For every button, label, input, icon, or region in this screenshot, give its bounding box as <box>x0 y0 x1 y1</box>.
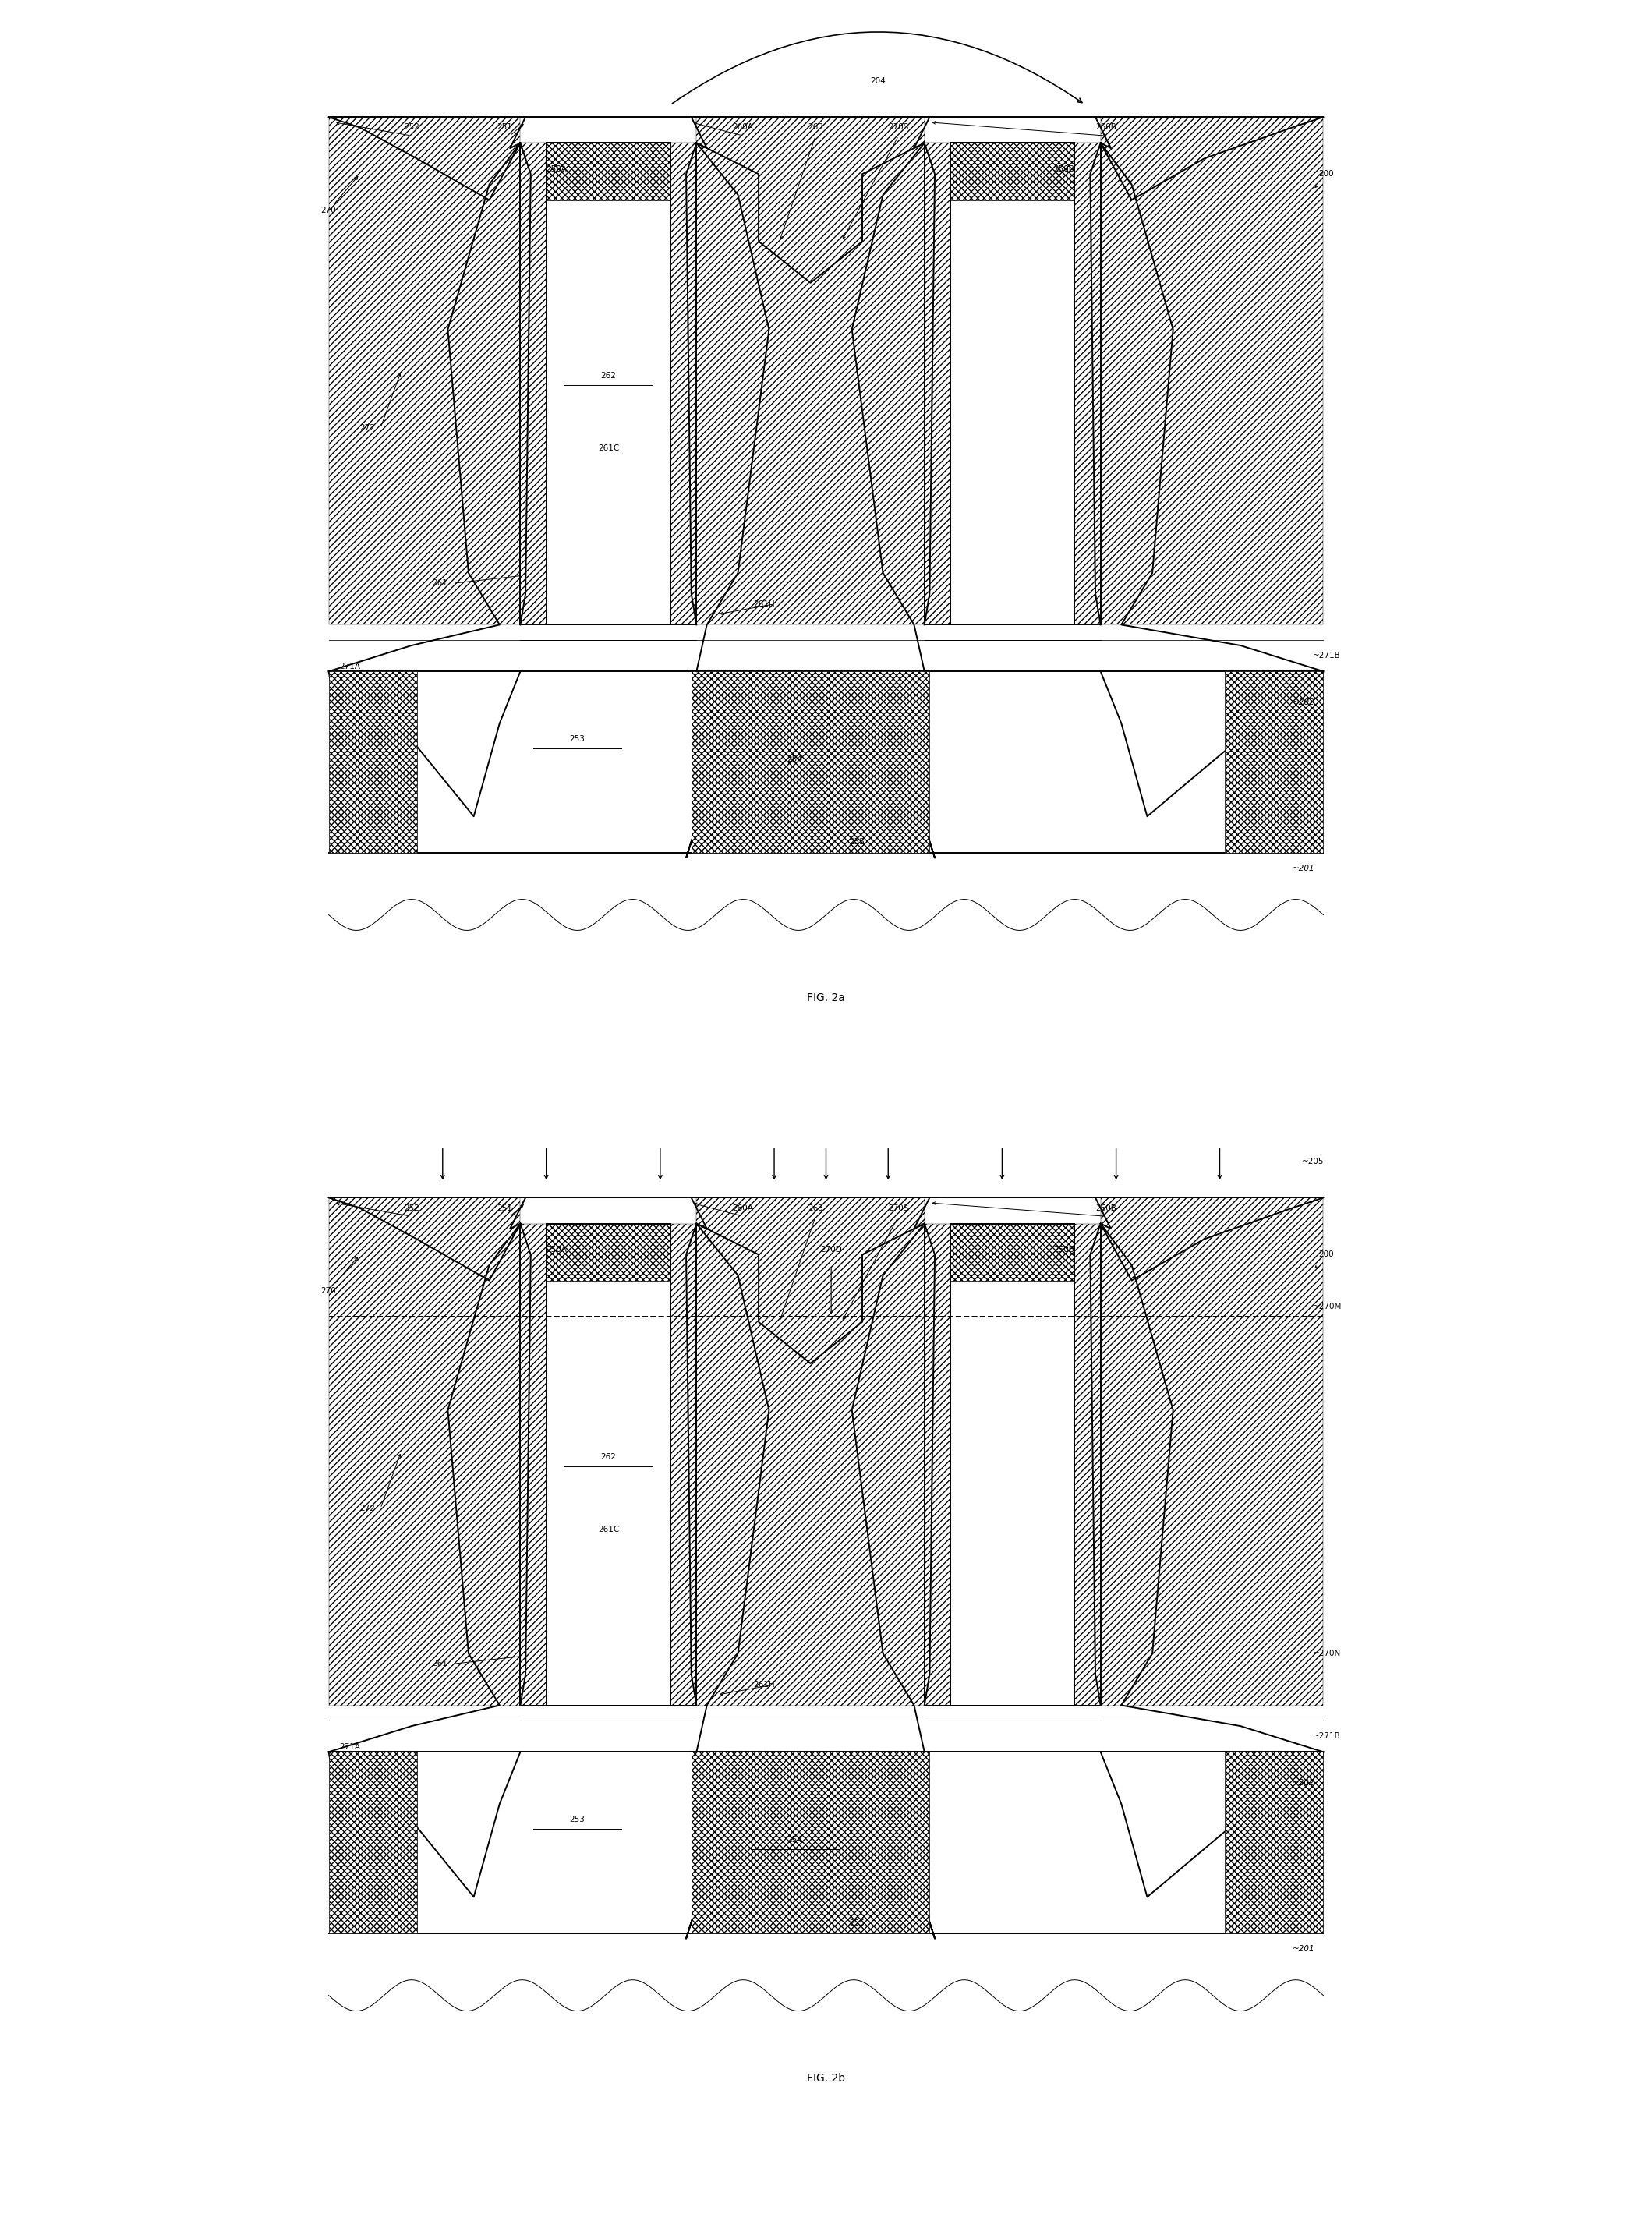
Text: 261C: 261C <box>598 446 620 452</box>
Bar <box>671 1223 697 1704</box>
Bar <box>1100 1199 1323 1704</box>
Text: 262: 262 <box>601 1453 616 1462</box>
Text: 270S: 270S <box>889 123 909 131</box>
Text: ~201: ~201 <box>1292 864 1315 871</box>
Bar <box>1100 118 1323 624</box>
Text: 260B: 260B <box>1095 123 1117 131</box>
Bar <box>1075 143 1100 624</box>
Text: ~270N: ~270N <box>1313 1649 1341 1658</box>
Text: 251: 251 <box>497 1203 512 1212</box>
Text: 255: 255 <box>849 838 866 847</box>
Text: ~201: ~201 <box>1292 1945 1315 1952</box>
Text: 271A: 271A <box>339 662 360 671</box>
Bar <box>925 1223 950 1704</box>
Text: 262: 262 <box>601 372 616 381</box>
Bar <box>329 1751 416 1934</box>
Text: 270D: 270D <box>821 1245 843 1254</box>
Text: 252: 252 <box>403 1203 420 1212</box>
Bar <box>547 1223 671 1704</box>
Text: ~271B: ~271B <box>1313 653 1341 659</box>
Text: 250B: 250B <box>1054 1245 1075 1254</box>
Bar <box>691 1751 930 1934</box>
Text: 272: 272 <box>360 1504 375 1513</box>
Text: 253: 253 <box>570 1816 585 1823</box>
Text: 204: 204 <box>871 78 885 85</box>
Bar <box>329 1199 520 1704</box>
Text: 250A: 250A <box>547 165 567 174</box>
Bar <box>925 143 950 624</box>
Bar <box>547 143 671 624</box>
Text: 253: 253 <box>570 735 585 742</box>
Text: 261: 261 <box>433 579 448 588</box>
Bar <box>1075 1223 1100 1704</box>
Text: 260B: 260B <box>1095 1203 1117 1212</box>
Text: 261: 261 <box>433 1660 448 1669</box>
Text: 271A: 271A <box>339 1742 360 1751</box>
Text: 260A: 260A <box>732 1203 753 1212</box>
Text: 255: 255 <box>849 1918 866 1927</box>
Text: FIG. 2b: FIG. 2b <box>806 2072 846 2083</box>
Text: 251: 251 <box>497 123 512 131</box>
Text: ~205: ~205 <box>1302 1159 1323 1165</box>
Bar <box>697 1199 925 1704</box>
Bar <box>520 1223 547 1704</box>
Text: ~270M: ~270M <box>1313 1303 1341 1310</box>
Text: 272: 272 <box>360 423 375 432</box>
Text: 270S: 270S <box>889 1203 909 1212</box>
Text: 261H: 261H <box>753 599 775 608</box>
Text: 250B: 250B <box>1054 165 1075 174</box>
Text: 252: 252 <box>403 123 420 131</box>
Text: 270: 270 <box>320 1257 358 1294</box>
Text: 261C: 261C <box>598 1526 620 1533</box>
Bar <box>950 143 1075 624</box>
Bar <box>329 118 520 624</box>
Text: ~202: ~202 <box>1292 700 1315 706</box>
Text: 263: 263 <box>808 123 823 131</box>
Text: 200: 200 <box>1318 169 1333 178</box>
Bar <box>329 671 416 853</box>
Text: 200: 200 <box>1318 1250 1333 1259</box>
Bar <box>671 143 697 624</box>
Bar <box>520 143 547 624</box>
Text: 254: 254 <box>786 1836 803 1845</box>
Bar <box>1224 1751 1323 1934</box>
Bar <box>950 1223 1075 1281</box>
Text: 261H: 261H <box>753 1680 775 1689</box>
Text: 250A: 250A <box>547 1245 567 1254</box>
Text: FIG. 2a: FIG. 2a <box>806 991 846 1003</box>
Text: 254: 254 <box>786 755 803 764</box>
Bar <box>547 143 671 201</box>
Bar <box>697 118 925 624</box>
Bar <box>1224 671 1323 853</box>
Text: ~271B: ~271B <box>1313 1733 1341 1740</box>
Text: 263: 263 <box>808 1203 823 1212</box>
Bar <box>950 143 1075 201</box>
Bar <box>691 671 930 853</box>
Text: ~202: ~202 <box>1292 1780 1315 1787</box>
Text: 270: 270 <box>320 176 358 214</box>
Text: 260A: 260A <box>732 123 753 131</box>
Bar <box>950 1223 1075 1704</box>
Bar <box>547 1223 671 1281</box>
